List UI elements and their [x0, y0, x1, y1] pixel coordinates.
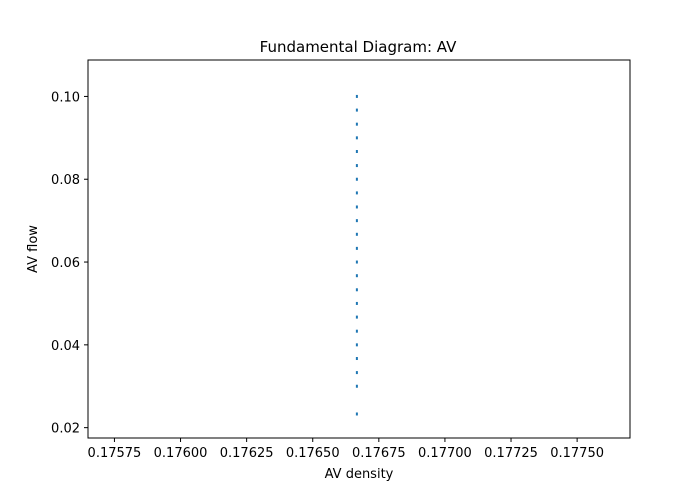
x-axis-ticks: 0.17575 0.17600 0.17625 0.17650 0.17675 0.177…	[88, 438, 604, 461]
scatter-point	[355, 164, 358, 168]
scatter-point	[355, 108, 358, 112]
x-tick-label: 0.17575	[88, 446, 142, 461]
scatter-point	[355, 288, 358, 292]
scatter-point	[355, 260, 358, 264]
scatter-point	[355, 177, 358, 181]
scatter-point	[355, 371, 358, 375]
scatter-point	[355, 301, 358, 305]
scatter-point	[355, 232, 358, 236]
x-axis-label: AV density	[325, 467, 394, 482]
y-tick-label: 0.02	[51, 422, 80, 437]
chart-title: Fundamental Diagram: AV	[260, 38, 457, 56]
scatter-point	[355, 315, 358, 319]
scatter-point	[355, 274, 358, 278]
scatter-point	[355, 94, 358, 98]
scatter-point	[355, 122, 358, 126]
x-tick-label: 0.17700	[418, 446, 472, 461]
plot-frame	[87, 59, 631, 439]
scatter-point	[355, 205, 358, 209]
y-tick-label: 0.06	[51, 256, 80, 271]
y-axis-label: AV flow	[26, 225, 41, 273]
y-tick-label: 0.10	[51, 90, 80, 105]
y-tick-label: 0.08	[51, 173, 80, 188]
scatter-point	[355, 149, 358, 153]
x-tick-label: 0.17625	[220, 446, 274, 461]
y-axis-ticks: 0.02 0.04 0.06 0.08 0.10	[51, 90, 88, 437]
y-tick-label: 0.04	[51, 339, 80, 354]
scatter-point	[355, 219, 358, 223]
x-tick-label: 0.17675	[352, 446, 406, 461]
scatter-points	[355, 94, 358, 416]
scatter-point	[355, 329, 358, 333]
x-tick-label: 0.17725	[484, 446, 538, 461]
x-tick-label: 0.17750	[550, 446, 604, 461]
scatter-point	[355, 412, 358, 416]
scatter-point	[355, 357, 358, 361]
scatter-point	[355, 343, 358, 347]
x-tick-label: 0.17650	[286, 446, 340, 461]
scatter-point	[355, 191, 358, 195]
scatter-point	[355, 136, 358, 140]
scatter-point	[355, 384, 358, 388]
x-tick-label: 0.17600	[154, 446, 208, 461]
scatter-point	[355, 246, 358, 250]
